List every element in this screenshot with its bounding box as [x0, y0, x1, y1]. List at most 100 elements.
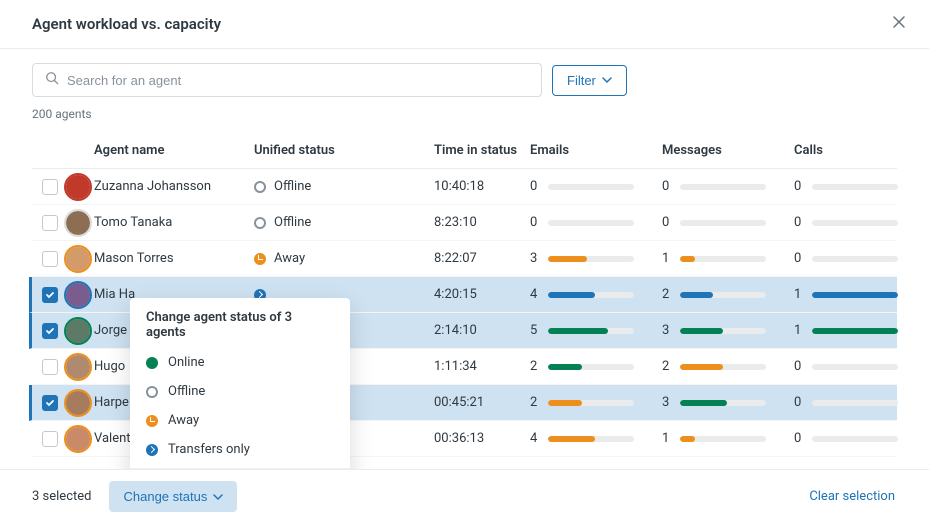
emails-value: 3 — [530, 251, 540, 266]
emails-bar — [548, 400, 634, 406]
status-icon — [254, 181, 266, 193]
search-input-wrapper[interactable] — [32, 63, 542, 97]
messages-metric: 1 — [662, 251, 794, 266]
status-option-transfers[interactable]: Transfers only — [130, 435, 350, 464]
calls-metric: 0 — [794, 179, 926, 194]
emails-value: 5 — [530, 323, 540, 338]
agent-name: Tomo Tanaka — [94, 215, 254, 230]
emails-value: 0 — [530, 215, 540, 230]
calls-bar — [812, 256, 898, 262]
row-checkbox[interactable] — [42, 395, 58, 411]
status-icon — [254, 253, 266, 265]
search-input[interactable] — [67, 73, 529, 88]
calls-value: 1 — [794, 323, 804, 338]
messages-value: 1 — [662, 431, 672, 446]
emails-metric: 2 — [530, 359, 662, 374]
row-checkbox[interactable] — [42, 323, 58, 339]
calls-value: 0 — [794, 179, 804, 194]
time-in-status: 2:14:10 — [434, 323, 530, 338]
messages-metric: 1 — [662, 431, 794, 446]
status-option-online[interactable]: Online — [130, 348, 350, 377]
time-in-status: 00:45:21 — [434, 395, 530, 410]
row-checkbox[interactable] — [42, 251, 58, 267]
status-label: Offline — [274, 179, 311, 194]
status-label: Offline — [274, 215, 311, 230]
emails-bar — [548, 292, 634, 298]
calls-metric: 0 — [794, 395, 926, 410]
time-in-status: 1:11:34 — [434, 359, 530, 374]
calls-bar — [812, 328, 898, 334]
col-time: Time in status — [434, 143, 530, 158]
emails-bar — [548, 220, 634, 226]
table-row[interactable]: Tomo Tanaka Offline 8:23:10 0 0 0 — [32, 205, 897, 241]
messages-bar — [680, 184, 766, 190]
messages-value: 0 — [662, 215, 672, 230]
messages-value: 3 — [662, 323, 672, 338]
avatar — [66, 427, 90, 451]
calls-value: 0 — [794, 431, 804, 446]
messages-metric: 2 — [662, 287, 794, 302]
avatar — [66, 247, 90, 271]
messages-bar — [680, 328, 766, 334]
emails-bar — [548, 436, 634, 442]
chevron-down-icon — [213, 492, 223, 502]
offline-icon — [146, 386, 158, 398]
messages-metric: 2 — [662, 359, 794, 374]
messages-value: 1 — [662, 251, 672, 266]
row-checkbox[interactable] — [42, 431, 58, 447]
calls-metric: 1 — [794, 287, 926, 302]
table-row[interactable]: Mason Torres Away 8:22:07 3 1 0 — [32, 241, 897, 277]
emails-value: 2 — [530, 359, 540, 374]
status-option-label: Online — [168, 355, 205, 370]
messages-value: 2 — [662, 359, 672, 374]
away-icon — [146, 415, 158, 427]
col-agent: Agent name — [94, 143, 254, 158]
status-cell: Away — [254, 251, 434, 266]
emails-bar — [548, 364, 634, 370]
table-header: Agent name Unified status Time in status… — [32, 133, 897, 169]
emails-bar — [548, 328, 634, 334]
avatar — [66, 175, 90, 199]
agent-name: Zuzanna Johansson — [94, 179, 254, 194]
filter-label: Filter — [567, 73, 596, 88]
emails-metric: 3 — [530, 251, 662, 266]
calls-bar — [812, 364, 898, 370]
clear-selection-link[interactable]: Clear selection — [809, 489, 895, 504]
col-emails: Emails — [530, 143, 662, 158]
calls-value: 0 — [794, 215, 804, 230]
table-row[interactable]: Zuzanna Johansson Offline 10:40:18 0 0 0 — [32, 169, 897, 205]
emails-metric: 0 — [530, 215, 662, 230]
calls-value: 1 — [794, 287, 804, 302]
emails-metric: 5 — [530, 323, 662, 338]
time-in-status: 10:40:18 — [434, 179, 530, 194]
status-option-away[interactable]: Away — [130, 406, 350, 435]
messages-value: 3 — [662, 395, 672, 410]
status-option-label: Away — [168, 413, 199, 428]
messages-bar — [680, 400, 766, 406]
change-status-button[interactable]: Change status — [109, 481, 237, 512]
messages-metric: 0 — [662, 215, 794, 230]
messages-bar — [680, 256, 766, 262]
filter-button[interactable]: Filter — [552, 65, 627, 96]
row-checkbox[interactable] — [42, 287, 58, 303]
close-icon[interactable] — [891, 14, 907, 34]
emails-value: 2 — [530, 395, 540, 410]
time-in-status: 8:22:07 — [434, 251, 530, 266]
col-messages: Messages — [662, 143, 794, 158]
row-checkbox[interactable] — [42, 215, 58, 231]
emails-bar — [548, 256, 634, 262]
row-checkbox[interactable] — [42, 359, 58, 375]
status-option-label: Offline — [168, 384, 205, 399]
row-checkbox[interactable] — [42, 179, 58, 195]
status-option-offline[interactable]: Offline — [130, 377, 350, 406]
col-status: Unified status — [254, 143, 434, 158]
avatar — [66, 211, 90, 235]
calls-metric: 1 — [794, 323, 926, 338]
calls-metric: 0 — [794, 251, 926, 266]
messages-bar — [680, 220, 766, 226]
popover-title: Change agent status of 3 agents — [130, 310, 350, 348]
selected-count: 3 selected — [32, 489, 91, 504]
calls-bar — [812, 436, 898, 442]
messages-bar — [680, 292, 766, 298]
status-cell: Offline — [254, 215, 434, 230]
